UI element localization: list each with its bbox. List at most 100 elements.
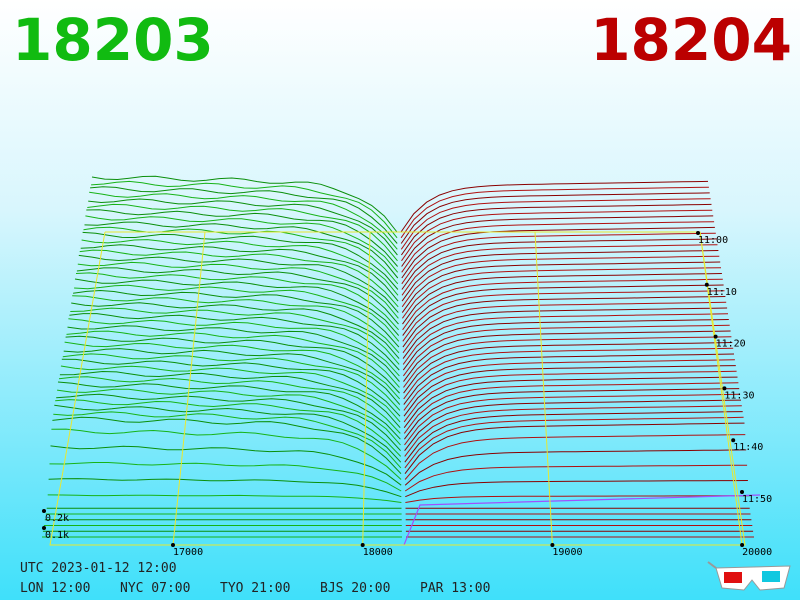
ask-depth-line [402,278,723,331]
depth-tick-label: 0.2k [45,513,69,524]
bid-depth-line [84,221,399,279]
bid-depth-line [59,370,401,429]
ask-depth-line [405,480,748,498]
ask-depth-line [403,365,736,417]
tick-dot [704,282,709,287]
bid-depth-line [57,381,401,440]
ask-depth-line [401,221,715,273]
ask-depth-line [403,330,731,382]
ask-depth-line [404,393,741,446]
bid-depth-line [91,175,398,233]
bid-depth-line [91,180,398,239]
bid-depth-line [83,226,399,285]
tick-dot [42,509,46,513]
bid-depth-line [57,388,401,446]
bid-depth-line [65,335,400,394]
ask-depth-line [401,232,716,285]
ask-price: 18204 [590,6,792,74]
bid-depth-line [64,341,401,400]
bid-depth-line [80,244,399,302]
ask-depth-line [400,198,711,250]
city-time: BJS 20:00 [320,581,390,596]
bid-depth-line [54,404,402,463]
bid-depth-line [79,249,399,308]
ask-depth-line [402,296,726,348]
ask-depth-line [400,180,709,233]
bid-depth-line [48,478,402,498]
city-time: NYC 07:00 [120,581,190,596]
ask-depth-line [402,319,729,371]
bid-depth-line [58,376,401,434]
ask-depth-line [404,399,742,452]
time-tick-label: 11:40 [733,442,763,453]
bid-depth-line [49,462,402,492]
bid-depth-line [77,261,399,319]
last-trade-line [403,494,761,546]
tick-dot [550,543,555,547]
ask-depth-line [404,416,744,469]
bid-depth-line [66,330,400,388]
price-tick-label: 17000 [173,547,203,558]
price-tick-label: 18000 [363,547,393,558]
ask-depth-line [402,301,727,354]
tick-dot [696,231,700,235]
ask-depth-line [402,284,724,336]
time-tick-label: 11:20 [716,339,746,350]
bid-depth-line [85,215,399,273]
time-tick-label: 11:10 [707,287,737,298]
bid-depth-line [62,353,401,411]
ask-depth-line [403,347,734,400]
ask-depth-line [404,434,746,480]
bid-depth-line [56,393,401,452]
bid-depth-line [74,278,400,336]
plot [42,175,761,547]
tick-dot [722,386,727,391]
bid-depth-line [53,411,402,469]
ask-depth-line [404,449,747,486]
ask-depth-line [401,255,720,308]
ask-depth-line [401,261,721,313]
bid-depth-line [50,445,402,486]
ask-depth-line [401,238,717,290]
bid-depth-line [71,302,400,359]
ask-depth-line [404,405,742,457]
ask-depth-line [401,250,719,302]
ask-depth-line [403,342,733,394]
ask-depth-line [402,273,722,325]
glasses-icon [707,561,791,591]
bid-depth-line [82,231,399,290]
city-time: PAR 13:00 [420,581,490,596]
tick-dot [731,438,736,443]
price-grid-line [172,231,206,546]
tick-dot [42,526,46,530]
tick-dot [171,543,175,547]
ask-depth-line [401,244,718,296]
grid-frame [49,231,746,546]
ask-depth-line [405,495,749,503]
ask-depth-line [401,209,713,262]
ask-depth-line [401,226,715,279]
bid-depth-line [74,284,400,342]
ask-depth-line [403,359,735,411]
bid-depth-line [52,416,402,475]
time-tick-label: 11:50 [742,494,772,505]
depth-tick-label: 0.1k [45,530,69,541]
tick-dot [360,543,365,547]
bid-depth-line [47,494,402,503]
bid-depth-line [70,307,400,365]
bid-depth-line [69,313,400,371]
bid-depth-line [55,399,402,457]
time-tick-label: 11:30 [724,390,754,401]
ask-depth-line [402,307,728,359]
bid-depth-line [63,348,401,405]
bid-depth-line [76,267,399,325]
ask-depth-line [403,336,732,388]
ask-depth-line [403,376,738,429]
bid-depth-line [61,358,401,417]
bid-depth-line [75,272,399,331]
ask-depth-line [401,267,722,319]
price-grid-line [362,231,371,546]
ask-depth-line [403,382,739,434]
bid-depth-line [89,191,398,250]
